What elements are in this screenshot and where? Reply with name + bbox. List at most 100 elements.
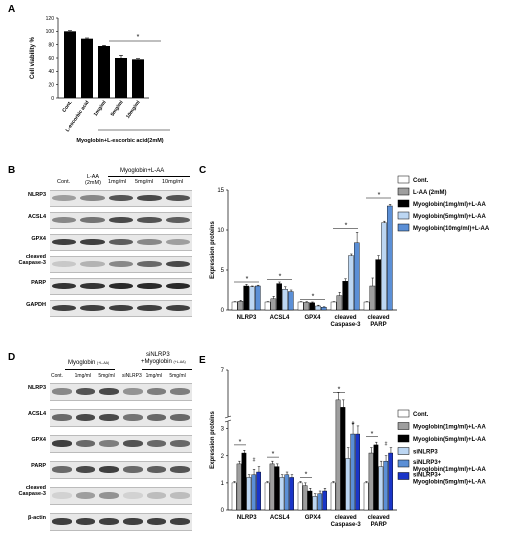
- blot-band: [52, 491, 72, 499]
- blot-d-col-label: Cont.: [51, 373, 63, 379]
- blot-band: [146, 491, 167, 499]
- panel-letter-a: A: [8, 4, 16, 15]
- blot-band: [137, 260, 162, 267]
- chartE-bar: [302, 485, 308, 511]
- chartC-category-label: ACSL4: [270, 315, 290, 321]
- chartC-bar: [342, 280, 349, 311]
- blot-band: [99, 439, 119, 447]
- chart-a-star: *: [137, 34, 140, 41]
- dose-3-b: 10mg/ml: [162, 179, 184, 185]
- chart-a-significance: *: [109, 34, 161, 42]
- blot-band: [123, 413, 143, 421]
- blot-band: [170, 413, 190, 421]
- chartC-category-label: Caspase-3: [330, 322, 361, 328]
- legend-label: Myoglobin(1mg/ml)+L-AA: [413, 425, 486, 431]
- legend-swatch: [397, 187, 410, 196]
- chartE-bar: [274, 466, 280, 511]
- chart-a-bar: [115, 58, 127, 98]
- group2-d-line1: siNLRP3: [146, 352, 170, 358]
- group1-d-label: Myoglobin: [68, 360, 96, 366]
- chart-a-ytick-label: 20: [48, 82, 54, 88]
- blot-band: [52, 517, 72, 525]
- chartE-bar: [264, 482, 270, 511]
- legend-label: Cont.: [413, 412, 429, 418]
- blot-band: [75, 413, 96, 421]
- dose-1-b: 1mg/ml: [108, 179, 127, 185]
- blot-band: [75, 387, 96, 395]
- chartC-ytick-label: 15: [217, 188, 224, 194]
- chartC-bar: [336, 295, 343, 311]
- blot-band: [170, 465, 190, 473]
- blot-band: [137, 216, 162, 223]
- blot-strip: [50, 435, 192, 453]
- legend-swatch: [397, 472, 410, 480]
- chartC-bar: [309, 302, 315, 311]
- chart-c-sig-star: *: [246, 276, 249, 283]
- blot-band: [99, 387, 119, 395]
- chartC-bar: [353, 242, 360, 311]
- legend-swatch: [397, 434, 410, 443]
- legend-label: Myoglobin(1mg/ml)+L-AA: [413, 467, 486, 473]
- blot-band: [123, 491, 143, 499]
- panel-letter-c: C: [199, 165, 207, 176]
- chartE-bar: [383, 460, 389, 511]
- chartC-bar: [369, 285, 376, 311]
- chartC-bar: [276, 283, 282, 311]
- col-cont: Cont.: [57, 179, 71, 185]
- chart-a-ytick-label: 100: [46, 29, 55, 35]
- blot-band: [52, 282, 77, 289]
- group1-d-line: [65, 369, 115, 370]
- chartE-axis-break-mark: [224, 419, 232, 423]
- blot-band: [99, 491, 119, 499]
- blot-row-label: NLRP3: [27, 192, 46, 198]
- legend-label: Cont.: [413, 178, 429, 184]
- blot-band: [165, 216, 190, 223]
- chartE-bar: [340, 407, 346, 511]
- blot-band: [165, 260, 190, 267]
- chartE-category-label: Caspase-3: [331, 522, 362, 528]
- chartC-ytick-label: 10: [217, 228, 224, 234]
- legend-label: siNLRP3+: [413, 460, 442, 466]
- blot-band: [75, 491, 96, 499]
- chart-a-group-caption: Myoglobin+L-escorbic acid(2mM): [76, 138, 163, 144]
- chart-c-sig-star: *: [279, 274, 282, 281]
- group2-d-line: [142, 369, 192, 370]
- chartE-bar: [388, 452, 394, 511]
- chart-e-sig-star: *: [305, 471, 308, 478]
- blot-row-label: NLRP3: [27, 385, 46, 391]
- chartC-bar: [375, 259, 382, 311]
- chartC-category-label: NLRP3: [237, 315, 257, 321]
- chartE-bar: [373, 444, 379, 511]
- legend-label: Myoglobin(5mg/ml)+L-AA: [413, 437, 486, 443]
- blot-band: [108, 194, 134, 201]
- blot-band: [52, 439, 72, 447]
- chart-a-ytick-label: 120: [46, 16, 55, 22]
- blot-strip: [50, 487, 192, 505]
- legend-label: Myoglobin(1mg/ml)+L-AA: [413, 202, 486, 208]
- blot-band: [99, 517, 119, 525]
- chart-a-xtick-label: Cont.: [61, 99, 74, 113]
- chart-a-ylabel: Cell viability %: [30, 36, 36, 79]
- blot-band: [146, 517, 167, 525]
- chartC-bar: [237, 300, 244, 311]
- blot-band: [170, 517, 190, 525]
- blot-band: [146, 413, 167, 421]
- legend-swatch: [397, 175, 410, 184]
- blot-band: [170, 387, 190, 395]
- chartE-category-label: GPX4: [305, 515, 322, 521]
- blot-band: [108, 216, 134, 223]
- legend-swatch: [397, 447, 410, 455]
- chartC-bar: [287, 291, 294, 311]
- blot-row-label: β-actin: [27, 515, 46, 521]
- blot-d-col-label: 1mg/ml: [74, 373, 92, 379]
- group2-d-label: +Myoglobin: [141, 359, 172, 365]
- chartE-ytick-label: 0: [221, 508, 225, 514]
- chartE-bar: [363, 482, 369, 511]
- chartE-bar: [350, 433, 356, 511]
- chartE-category-label: cleaved: [368, 515, 390, 521]
- blot-band: [123, 465, 143, 473]
- chartE-bar: [269, 463, 275, 511]
- chartC-ytick-label: 5: [221, 268, 225, 274]
- chartE-bar: [297, 482, 303, 511]
- chartC-bar: [315, 305, 321, 311]
